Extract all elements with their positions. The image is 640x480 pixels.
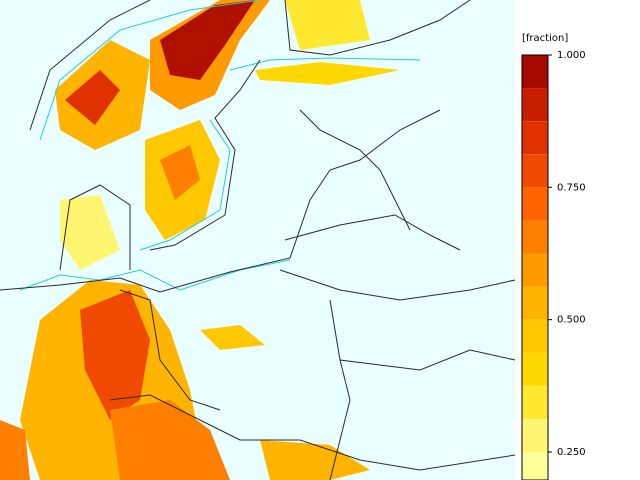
colorbar-band: [522, 187, 548, 221]
colorbar-band: [522, 154, 548, 188]
colorbar-band: [522, 418, 548, 452]
colorbar-band: [522, 220, 548, 254]
colorbar-band: [522, 253, 548, 287]
colorbar-band: [522, 88, 548, 122]
colorbar-tick-label: 0.250: [557, 447, 586, 458]
colorbar-band: [522, 121, 548, 155]
coastlines: [0, 0, 516, 480]
colorbar-tick-label: 0.750: [557, 182, 586, 193]
colorbar-band: [522, 352, 548, 386]
colorbar-band: [522, 385, 548, 419]
colorbar-band: [522, 55, 548, 89]
colorbar-tick-label: 0.500: [557, 315, 586, 326]
colorbar-band: [522, 319, 548, 353]
colorbar-band: [522, 452, 548, 480]
colorbar-frame: [521, 54, 549, 480]
colorbar-label: [fraction]: [522, 33, 568, 44]
colorbar-tick-label: 1.000: [557, 50, 586, 61]
colorbar-band: [522, 286, 548, 320]
